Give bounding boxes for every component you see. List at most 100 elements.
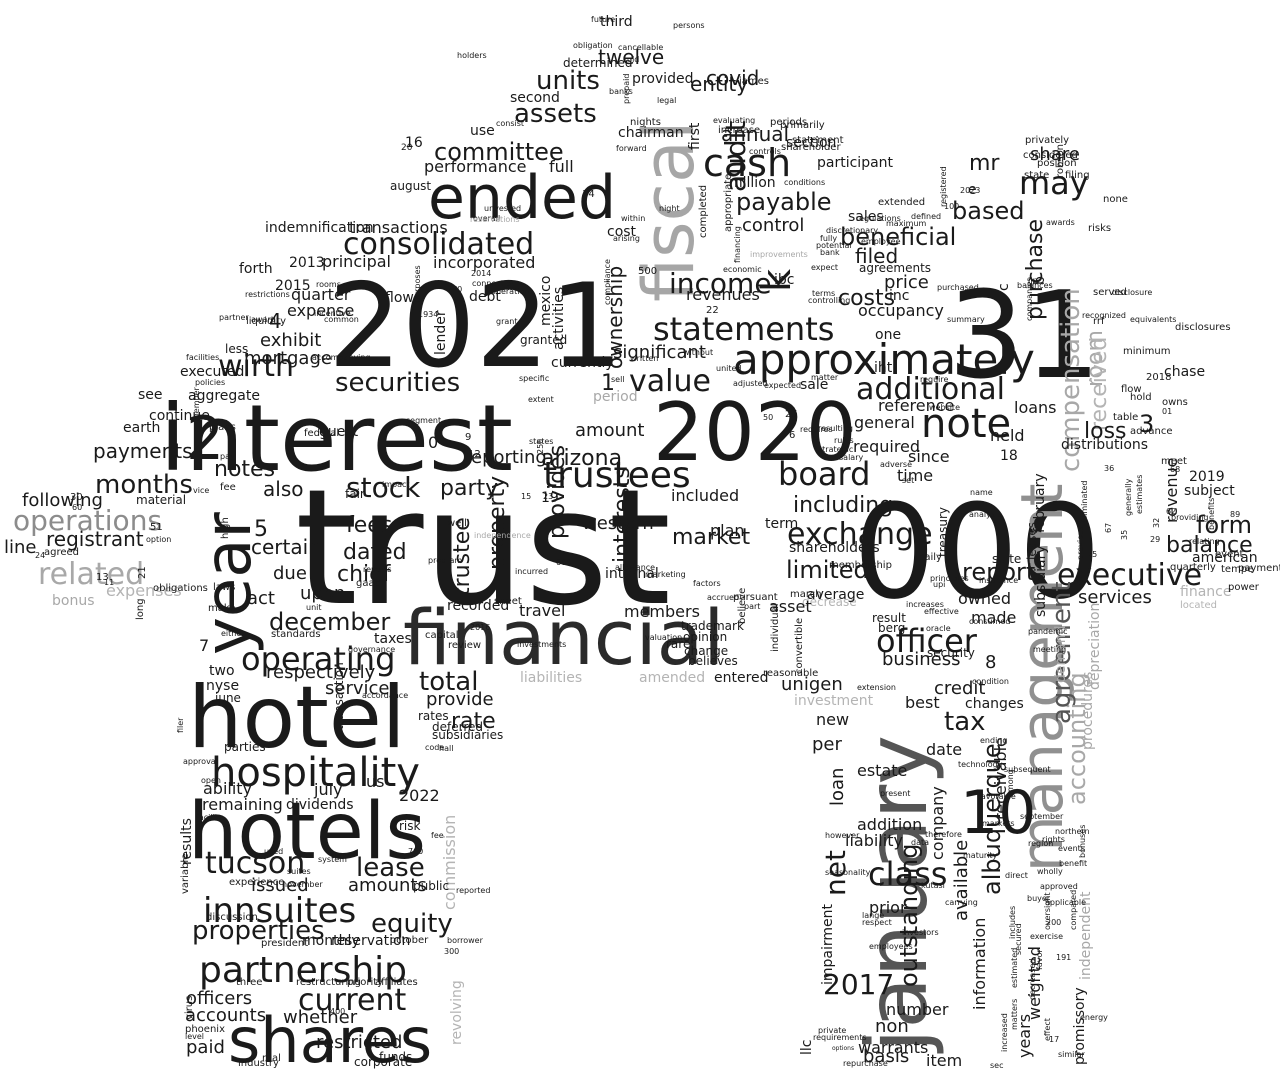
cloud-word: therefore [925,830,962,839]
cloud-word: cost [607,224,637,240]
cloud-word: terms [812,289,835,298]
cloud-word: months [95,470,193,500]
cloud-word: fee [431,831,444,840]
cloud-word: 2022 [399,786,440,805]
cloud-word: statements [653,310,834,348]
cloud-word: 50 [763,413,773,422]
cloud-word: shareholder [781,142,841,153]
cloud-word: including [793,493,893,518]
cloud-word: 67 [1104,523,1113,533]
cloud-word: additional [856,372,1005,407]
cloud-word: inc [889,288,909,304]
cloud-word: company [928,786,947,860]
cloud-word: paid [186,1037,225,1058]
cloud-word: factors [693,579,721,588]
cloud-word: corporate [354,1055,412,1069]
cloud-word: rare [666,637,690,651]
cloud-word: favorable [978,792,1016,801]
cloud-word: liquidity [246,316,286,327]
cloud-word: e [968,182,977,198]
cloud-word: located [1180,600,1217,611]
cloud-word: state [1024,170,1049,181]
cloud-word: upon [300,583,345,604]
cloud-word: 2020 [653,386,857,479]
cloud-word: balances [1017,281,1053,290]
cloud-word: night [659,204,680,213]
cloud-word: prior [869,898,907,917]
cloud-word: costs [838,286,895,311]
cloud-word: capital [425,630,459,641]
cloud-word: extension [857,683,896,692]
cloud-word: market [672,525,750,550]
cloud-word: favor [1035,949,1044,970]
cloud-word: similar [1058,1050,1086,1059]
cloud-word: subsidiary [1033,545,1049,617]
cloud-word: compared [1069,890,1078,930]
cloud-word: real [262,1053,281,1064]
cloud-word: 01 [1162,407,1172,416]
cloud-word: section [786,135,836,151]
cloud-word: committee [434,138,564,166]
cloud-word: transactions [349,218,448,237]
cloud-word: k [754,268,800,292]
cloud-word: policies [195,378,225,387]
cloud-word: governance [348,645,395,654]
cloud-word: standards [271,629,321,640]
cloud-word: program [428,556,462,565]
cloud-word: three [236,977,262,988]
cloud-word: note [921,401,1011,447]
cloud-word: 8 [985,652,996,673]
cloud-word: required [853,437,920,456]
cloud-word: properties [192,916,325,946]
cloud-word: potential [816,241,852,250]
cloud-word: operations [13,504,162,537]
cloud-word: depreciation [1087,603,1103,690]
cloud-word: james [738,76,769,87]
cloud-word: 10 [960,778,1036,848]
cloud-word: transaction [332,662,346,730]
cloud-word: third [600,14,633,30]
cloud-word: effect [1043,1018,1052,1041]
cloud-word: benefit [1059,859,1087,868]
cloud-word: tempe [1221,564,1253,575]
cloud-word: american [1192,550,1258,566]
cloud-word: filer [176,717,185,733]
cloud-word: improvements [750,250,808,259]
cloud-word: written [630,354,658,363]
cloud-word: guest [319,424,359,440]
cloud-word: internal [605,566,659,582]
cloud-word: participant [817,155,894,171]
cloud-word: reference [878,396,954,415]
cloud-word: matters [1010,999,1019,1030]
cloud-word: related [38,557,144,592]
cloud-word: unvested [484,204,521,213]
cloud-word: operating [241,640,395,678]
cloud-word: table [1113,412,1138,423]
cloud-word: item [926,1051,962,1070]
cloud-word: public [413,879,449,893]
cloud-word: current [298,983,406,1018]
cloud-word: exercise [1030,932,1063,941]
cloud-word: chairman [618,125,684,141]
cloud-word: wirth [218,349,294,384]
cloud-word: robson [1055,144,1066,178]
cloud-word: certain [251,535,321,559]
cloud-word: member [192,386,201,421]
cloud-word: trustee [450,517,475,596]
cloud-word: best [905,693,940,712]
cloud-word: make [208,603,235,614]
cloud-word: carrying [945,898,978,907]
cloud-word: 2018 [1146,372,1171,383]
cloud-word: activities [551,287,567,350]
cloud-word: secured [1014,923,1023,955]
cloud-word: arizona [541,446,622,471]
cloud-word: present [880,789,910,798]
cloud-word: changes [965,696,1024,712]
cloud-word: regulations [856,214,901,223]
cloud-word: 100 [944,202,959,211]
cloud-word: borrower [447,936,484,945]
cloud-word: limited [786,556,869,584]
cloud-word: variable [180,854,191,894]
cloud-word: whether [283,1007,358,1028]
